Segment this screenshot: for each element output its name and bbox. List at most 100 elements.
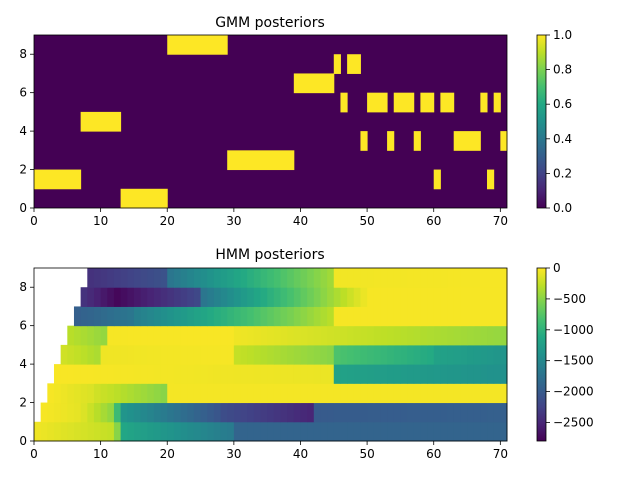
hmm-cell bbox=[100, 325, 108, 346]
hmm-cell bbox=[480, 306, 488, 327]
hmm-cell bbox=[93, 421, 102, 442]
hmm-cell bbox=[320, 287, 328, 307]
hmm-cell bbox=[440, 344, 448, 365]
x-tick-label: 50 bbox=[359, 214, 374, 228]
hmm-cell bbox=[487, 306, 495, 327]
hmm-cell bbox=[207, 268, 215, 288]
hmm-cell bbox=[407, 325, 415, 346]
hmm-cell bbox=[67, 383, 75, 404]
x-tick-label: 20 bbox=[160, 214, 175, 228]
gmm-cell bbox=[493, 92, 501, 113]
hmm-panel: HMM posteriors 0 10 20 30 40 50 60 70 0 2 4 6 8 0 −5… bbox=[19, 247, 593, 461]
hmm-cell bbox=[107, 421, 115, 442]
hmm-cell bbox=[427, 421, 435, 442]
hmm-cell bbox=[440, 364, 448, 384]
hmm-cell bbox=[287, 344, 295, 365]
hmm-cell bbox=[360, 402, 368, 423]
hmm-cell bbox=[173, 268, 182, 288]
hmm-cell bbox=[400, 383, 408, 404]
hmm-cell bbox=[400, 306, 408, 327]
hmm-cell bbox=[160, 344, 168, 365]
hmm-cell bbox=[220, 421, 228, 442]
hmm-cell bbox=[260, 325, 268, 346]
hmm-cell bbox=[80, 421, 88, 442]
hmm-cell bbox=[387, 383, 395, 404]
colorbar-tick-label: −1500 bbox=[553, 354, 594, 368]
hmm-cell bbox=[213, 325, 222, 346]
hmm-cell bbox=[100, 268, 108, 288]
hmm-cell bbox=[473, 287, 481, 307]
hmm-cell bbox=[127, 402, 135, 423]
hmm-cell bbox=[127, 325, 135, 346]
x-tick-label: 0 bbox=[30, 214, 38, 228]
hmm-cell bbox=[247, 421, 255, 442]
hmm-cell bbox=[113, 421, 122, 442]
hmm-cell bbox=[300, 325, 308, 346]
hmm-cell bbox=[287, 421, 295, 442]
hmm-cell bbox=[227, 306, 235, 327]
hmm-cell bbox=[167, 325, 175, 346]
hmm-cell bbox=[320, 383, 328, 404]
y-tick-label: 6 bbox=[19, 86, 27, 100]
hmm-cell bbox=[100, 383, 108, 404]
hmm-cell bbox=[193, 402, 202, 423]
hmm-cell bbox=[407, 306, 415, 327]
hmm-cell bbox=[260, 364, 268, 384]
hmm-cell bbox=[340, 383, 348, 404]
hmm-cell bbox=[440, 287, 448, 307]
hmm-cell bbox=[227, 287, 235, 307]
hmm-cell bbox=[67, 344, 75, 365]
hmm-cell bbox=[80, 383, 88, 404]
hmm-cell bbox=[313, 287, 321, 307]
hmm-cell bbox=[67, 325, 75, 346]
hmm-cell bbox=[147, 421, 155, 442]
hmm-cell bbox=[413, 344, 421, 365]
hmm-cell bbox=[233, 268, 242, 288]
hmm-cell bbox=[60, 383, 68, 404]
hmm-cell bbox=[493, 268, 501, 288]
hmm-cell bbox=[440, 402, 448, 423]
hmm-cell bbox=[113, 325, 122, 346]
hmm-cell bbox=[227, 421, 235, 442]
hmm-cell bbox=[427, 287, 435, 307]
hmm-cell bbox=[213, 383, 222, 404]
hmm-cell bbox=[333, 306, 341, 327]
gmm-cell bbox=[487, 169, 495, 190]
hmm-cell bbox=[327, 268, 335, 288]
hmm-cell bbox=[347, 325, 355, 346]
y-tick-label: 2 bbox=[19, 396, 27, 410]
hmm-cell bbox=[220, 364, 228, 384]
hmm-cell bbox=[153, 344, 162, 365]
hmm-cell bbox=[380, 344, 388, 365]
hmm-cell bbox=[240, 306, 248, 327]
colorbar-tick-label: 0 bbox=[553, 261, 561, 275]
hmm-cell bbox=[353, 402, 361, 423]
hmm-cell bbox=[93, 383, 102, 404]
hmm-cell bbox=[160, 421, 168, 442]
hmm-cell bbox=[193, 268, 202, 288]
hmm-cell bbox=[133, 344, 142, 365]
hmm-cell bbox=[253, 325, 262, 346]
hmm-cell bbox=[87, 383, 95, 404]
hmm-cell bbox=[413, 383, 421, 404]
hmm-cell bbox=[120, 268, 128, 288]
hmm-cell bbox=[493, 344, 501, 365]
hmm-cell bbox=[87, 402, 95, 423]
colorbar-tick-label: 0.8 bbox=[553, 63, 572, 77]
hmm-cell bbox=[273, 306, 281, 327]
hmm-cell bbox=[500, 364, 508, 384]
hmm-cell bbox=[133, 306, 142, 327]
hmm-cell bbox=[313, 268, 321, 288]
hmm-cell bbox=[80, 402, 88, 423]
hmm-cell bbox=[187, 344, 195, 365]
hmm-cell bbox=[253, 268, 262, 288]
hmm-cell bbox=[160, 268, 168, 288]
hmm-cell bbox=[487, 402, 495, 423]
hmm-cell bbox=[173, 306, 182, 327]
hmm-cell bbox=[353, 287, 361, 307]
hmm-cell bbox=[193, 344, 202, 365]
hmm-cell bbox=[287, 364, 295, 384]
hmm-cell bbox=[360, 325, 368, 346]
colorbar-tick-label: 1.0 bbox=[553, 28, 572, 42]
hmm-cell bbox=[273, 364, 281, 384]
